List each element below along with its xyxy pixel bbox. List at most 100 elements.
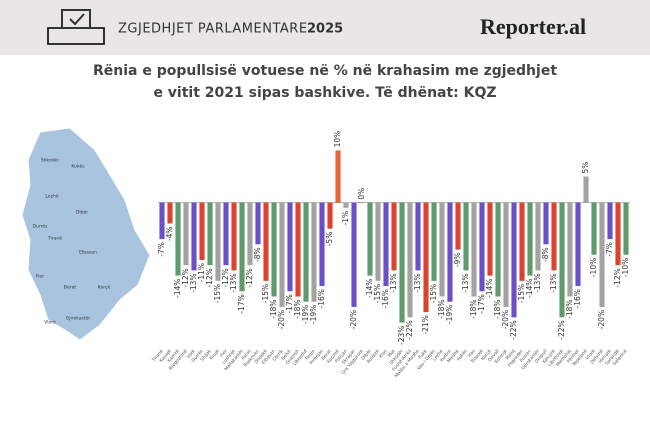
value-label: -1%	[341, 211, 350, 226]
map-label: Tiranë	[47, 236, 62, 242]
bar	[167, 202, 173, 224]
value-label: -12%	[613, 268, 622, 287]
bar	[511, 202, 517, 318]
bar	[471, 202, 477, 297]
bar	[295, 202, 301, 297]
value-label: -8%	[253, 247, 262, 262]
bar	[383, 202, 389, 287]
value-label: -14%	[365, 279, 374, 298]
map-label: Vlorë	[44, 320, 56, 326]
bar	[431, 202, 437, 281]
bar	[335, 150, 341, 203]
header-band	[0, 0, 650, 55]
value-label: -22%	[405, 320, 414, 339]
bar	[623, 202, 629, 255]
value-label: -18%	[269, 299, 278, 318]
bar	[319, 202, 325, 287]
bar	[279, 202, 285, 307]
value-label: -18%	[437, 299, 446, 318]
bar	[543, 202, 549, 245]
ballot-icon	[47, 9, 105, 45]
bar	[615, 202, 621, 266]
x-tick-label: Has	[467, 348, 477, 359]
bar	[583, 176, 589, 203]
value-label: 10%	[333, 131, 342, 148]
bar	[559, 202, 565, 318]
value-label: -14%	[173, 279, 182, 298]
bar	[519, 202, 525, 281]
chart-subtitle: e vitit 2021 sipas bashkive. Të dhënat: …	[153, 85, 496, 101]
map-label: Berat	[64, 285, 76, 291]
bar	[551, 202, 557, 271]
value-label: -20%	[349, 310, 358, 329]
value-label: 0%	[357, 188, 366, 200]
value-label: -14%	[485, 279, 494, 298]
value-label: -10%	[589, 258, 598, 277]
value-label: -17%	[477, 294, 486, 313]
x-tick-label: Mat	[387, 348, 397, 358]
value-label: -8%	[541, 247, 550, 262]
bar	[567, 202, 573, 297]
value-label: -12%	[205, 268, 214, 287]
bar	[599, 202, 605, 307]
map-label: Durrës	[33, 224, 49, 230]
value-label: -7%	[157, 242, 166, 257]
value-label: -22%	[509, 320, 518, 339]
bar	[223, 202, 229, 266]
bar	[463, 202, 469, 271]
value-label: -13%	[189, 273, 198, 292]
map-label: Korçë	[98, 285, 111, 291]
value-label: -18%	[493, 299, 502, 318]
bar	[495, 202, 501, 297]
bar	[255, 202, 261, 245]
bar	[271, 202, 277, 297]
bar	[231, 202, 237, 271]
bar	[391, 202, 397, 271]
bar	[375, 202, 381, 281]
bar	[303, 202, 309, 302]
value-label: -15%	[429, 284, 438, 303]
value-label: -16%	[573, 289, 582, 308]
value-label: -13%	[229, 273, 238, 292]
bar	[439, 202, 445, 297]
bar	[399, 202, 405, 323]
value-label: -12%	[245, 268, 254, 287]
bar	[207, 202, 213, 266]
bar	[343, 202, 349, 208]
value-label: -13%	[533, 273, 542, 292]
bar	[183, 202, 189, 266]
value-label: -13%	[461, 273, 470, 292]
value-label: -16%	[317, 289, 326, 308]
value-label: -10%	[621, 258, 630, 277]
bar	[159, 202, 165, 240]
logo: Reporter.al	[480, 14, 586, 39]
bar	[239, 202, 245, 292]
bar	[215, 202, 221, 281]
map-label: Lezhë	[45, 194, 58, 200]
bar	[247, 202, 253, 266]
value-label: -5%	[325, 232, 334, 247]
bar	[175, 202, 181, 276]
value-label: -13%	[413, 273, 422, 292]
bar	[487, 202, 493, 276]
value-label: -12%	[181, 268, 190, 287]
value-label: -11%	[197, 263, 206, 282]
bar	[415, 202, 421, 271]
value-label: -16%	[381, 289, 390, 308]
value-label: -15%	[213, 284, 222, 303]
bar	[327, 202, 333, 229]
value-label: -22%	[557, 320, 566, 339]
value-label: -15%	[517, 284, 526, 303]
bar	[455, 202, 461, 250]
value-label: -15%	[261, 284, 270, 303]
value-label: -18%	[293, 299, 302, 318]
value-label: -17%	[237, 294, 246, 313]
value-label: -19%	[309, 305, 318, 324]
bar	[527, 202, 533, 276]
x-tick-label: Fier	[219, 348, 229, 358]
x-tick-label: Vorë	[186, 348, 197, 360]
value-label: -7%	[605, 242, 614, 257]
bar	[607, 202, 613, 240]
